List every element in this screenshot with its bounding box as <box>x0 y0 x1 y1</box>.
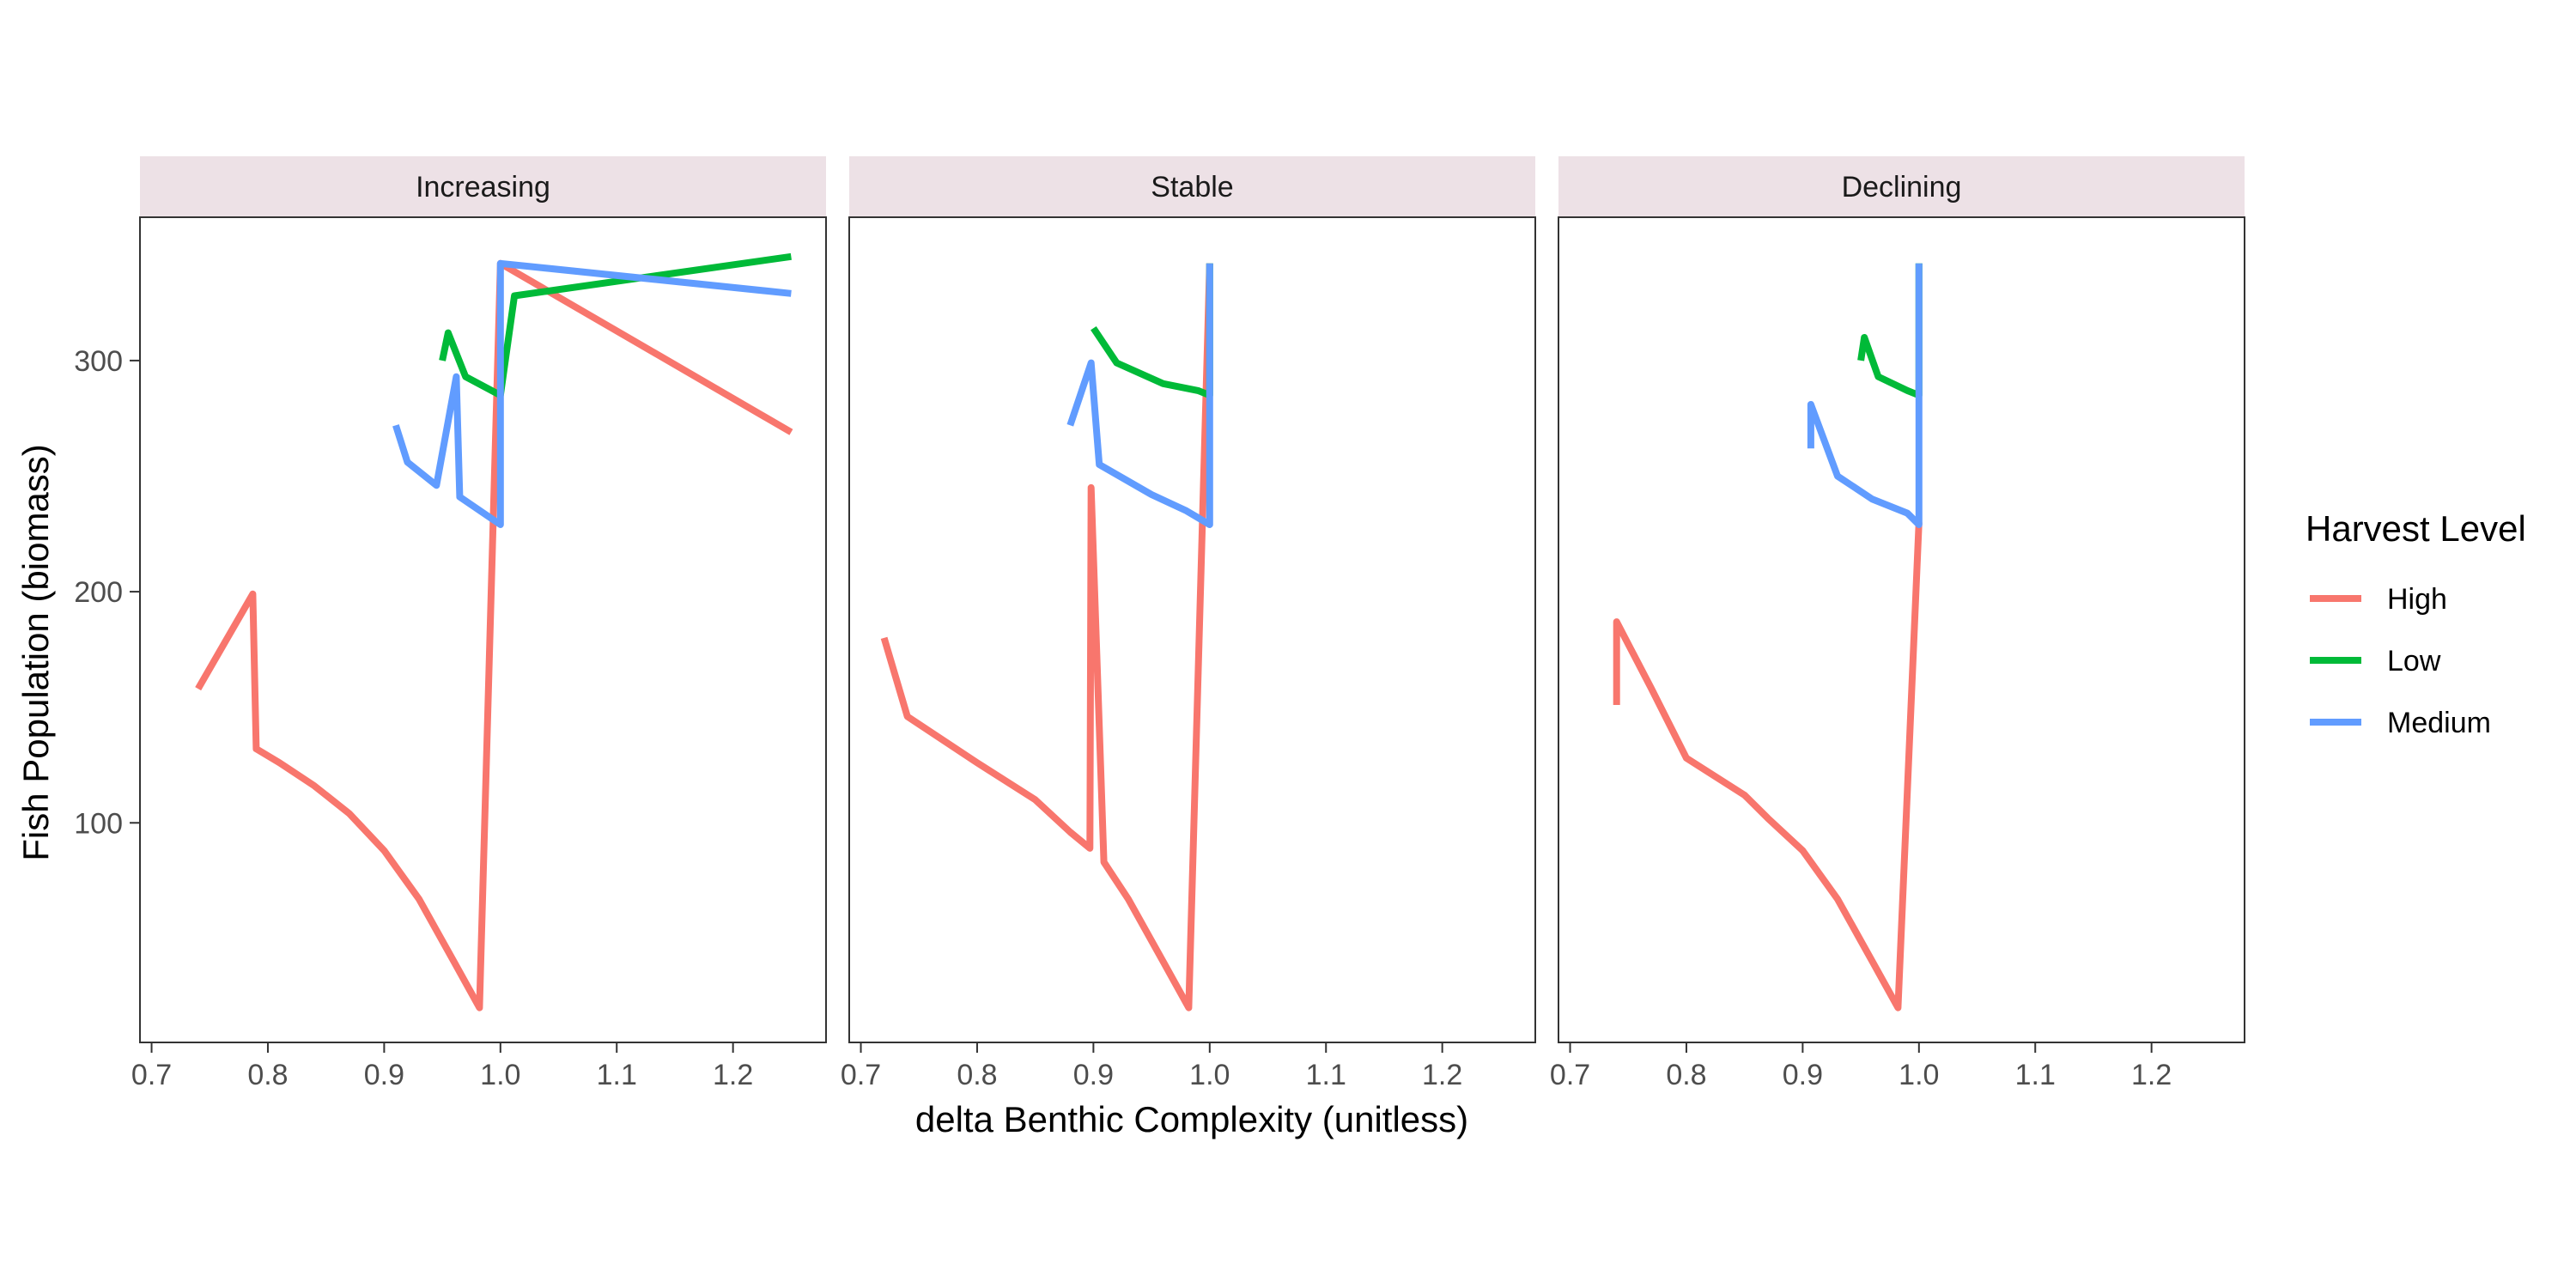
x-tick-label: 0.9 <box>1073 1059 1114 1091</box>
legend-label: High <box>2387 583 2447 616</box>
x-tick-label: 0.7 <box>131 1059 172 1091</box>
series-line-medium <box>392 259 792 528</box>
x-tick-label: 0.8 <box>1666 1059 1706 1091</box>
legend-item-low: Low <box>2310 645 2441 677</box>
series-lines <box>1613 263 1923 1012</box>
facet-panel-declining: Declining 0.7 0.8 0.9 1.0 1.1 1.2 <box>1550 156 2245 1091</box>
facet-strip <box>849 156 1535 216</box>
x-tick-label: 1.2 <box>713 1059 753 1091</box>
legend-item-high: High <box>2310 583 2447 616</box>
y-tick-label: 100 <box>74 807 123 840</box>
facet-strip-label: Stable <box>1151 171 1233 204</box>
x-axis-title: delta Benthic Complexity (unitless) <box>915 1099 1468 1139</box>
x-tick-label: 1.1 <box>2015 1059 2056 1091</box>
legend: Harvest Level High Low Medium <box>2306 508 2526 739</box>
series-line-medium <box>1807 263 1923 528</box>
x-tick-label: 1.2 <box>2131 1059 2172 1091</box>
x-tick-label: 1.2 <box>1422 1059 1462 1091</box>
legend-title: Harvest Level <box>2306 508 2526 549</box>
facet-strip <box>140 156 826 216</box>
facet-panel-stable: Stable 0.7 0.8 0.9 1.0 1.1 1.2 <box>841 156 1536 1091</box>
x-tick-label: 0.8 <box>247 1059 288 1091</box>
x-tick-label: 1.1 <box>1306 1059 1346 1091</box>
series-line-high <box>1613 522 1923 1012</box>
series-line-high <box>880 263 1213 1012</box>
y-tick-label: 300 <box>74 345 123 378</box>
series-line-medium <box>1066 263 1213 528</box>
x-tick-label: 1.0 <box>480 1059 520 1091</box>
facet-panel-increasing: Increasing 0.7 0.8 0.9 1.0 1.1 1.2 100 200 300 <box>74 156 827 1091</box>
x-tick-label: 0.7 <box>841 1059 881 1091</box>
panels: Increasing 0.7 0.8 0.9 1.0 1.1 1.2 100 200 300 Sta… <box>74 156 2245 1091</box>
series-lines <box>880 263 1213 1012</box>
facet-strip-label: Declining <box>1842 171 1962 204</box>
series-line-low <box>439 252 792 399</box>
x-tick-label: 0.9 <box>1783 1059 1823 1091</box>
panel-border <box>139 216 827 1043</box>
facet-strip <box>1558 156 2245 216</box>
x-tick-label: 0.8 <box>957 1059 997 1091</box>
y-axis-title: Fish Population (biomass) <box>15 444 56 861</box>
series-line-high <box>195 259 793 1012</box>
facet-strip-label: Increasing <box>416 171 550 204</box>
legend-label: Low <box>2387 645 2441 677</box>
series-lines <box>195 252 793 1012</box>
x-tick-label: 1.1 <box>597 1059 637 1091</box>
x-tick-label: 1.0 <box>1899 1059 1939 1091</box>
x-tick-label: 0.7 <box>1550 1059 1590 1091</box>
y-tick-label: 200 <box>74 576 123 609</box>
x-tick-label: 0.9 <box>364 1059 404 1091</box>
panel-border <box>1558 216 2245 1043</box>
x-tick-label: 1.0 <box>1189 1059 1230 1091</box>
legend-label: Medium <box>2387 707 2491 739</box>
panel-border <box>848 216 1536 1043</box>
legend-item-medium: Medium <box>2310 707 2491 739</box>
